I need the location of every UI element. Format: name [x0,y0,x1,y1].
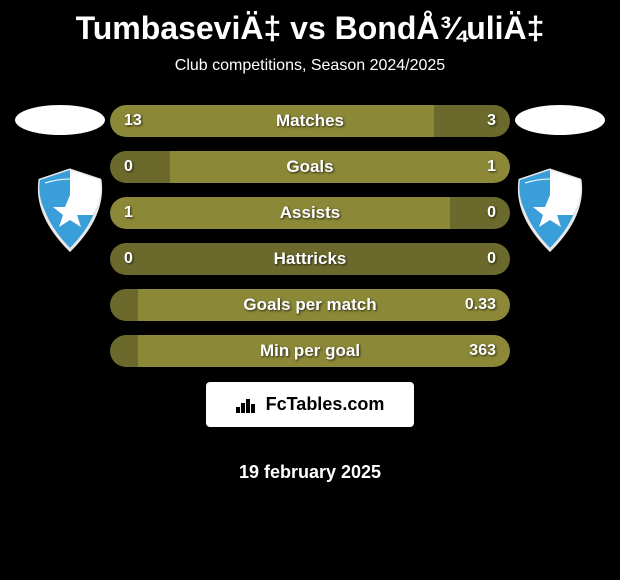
stat-value-left: 0 [124,250,133,268]
stat-bar-left [110,335,138,367]
stat-row: Goals 0 1 [110,151,510,183]
main-container: TumbaseviÄ‡ vs BondÅ¾uliÄ‡ Club competit… [0,0,620,493]
brand-box: FcTables.com [206,382,415,427]
stat-row: Matches 13 3 [110,105,510,137]
stat-row: Goals per match 0.33 [110,289,510,321]
page-subtitle: Club competitions, Season 2024/2025 [0,57,620,75]
stat-value-right: 0 [487,204,496,222]
stat-value-left: 0 [124,158,133,176]
stat-label: Assists [280,203,340,223]
stat-value-right: 0.33 [465,296,496,314]
shield-icon [25,165,115,255]
stat-row: Min per goal 363 [110,335,510,367]
stat-bar-right [450,197,510,229]
stat-label: Goals per match [243,295,376,315]
stat-row: Assists 1 0 [110,197,510,229]
chart-icon [236,394,261,414]
page-title: TumbaseviÄ‡ vs BondÅ¾uliÄ‡ [0,10,620,47]
stat-value-left: 1 [124,204,133,222]
brand-label: FcTables.com [266,394,385,414]
stat-bar-right [170,151,510,183]
stat-label: Matches [276,111,344,131]
stat-label: Min per goal [260,341,360,361]
stat-label: Goals [286,157,333,177]
stat-label: Hattricks [274,249,347,269]
date-label: 19 february 2025 [0,462,620,483]
footer: FcTables.com 19 february 2025 [0,382,620,483]
stat-value-right: 363 [469,342,496,360]
stats-list: Matches133Goals01Assists10Hattricks00Goa… [110,105,510,367]
stat-row: Hattricks 0 0 [110,243,510,275]
stat-bar-left [110,151,170,183]
stat-value-left: 13 [124,112,142,130]
stat-value-right: 3 [487,112,496,130]
stat-bar-right [434,105,510,137]
stat-value-right: 0 [487,250,496,268]
stat-bar-left [110,105,434,137]
stat-bar-left [110,289,138,321]
stat-value-right: 1 [487,158,496,176]
shield-icon [505,165,595,255]
player-avatar-right [515,105,605,135]
player-avatar-left [15,105,105,135]
club-badge-left [25,165,115,255]
stats-wrapper: Matches133Goals01Assists10Hattricks00Goa… [0,105,620,367]
club-badge-right [505,165,595,255]
